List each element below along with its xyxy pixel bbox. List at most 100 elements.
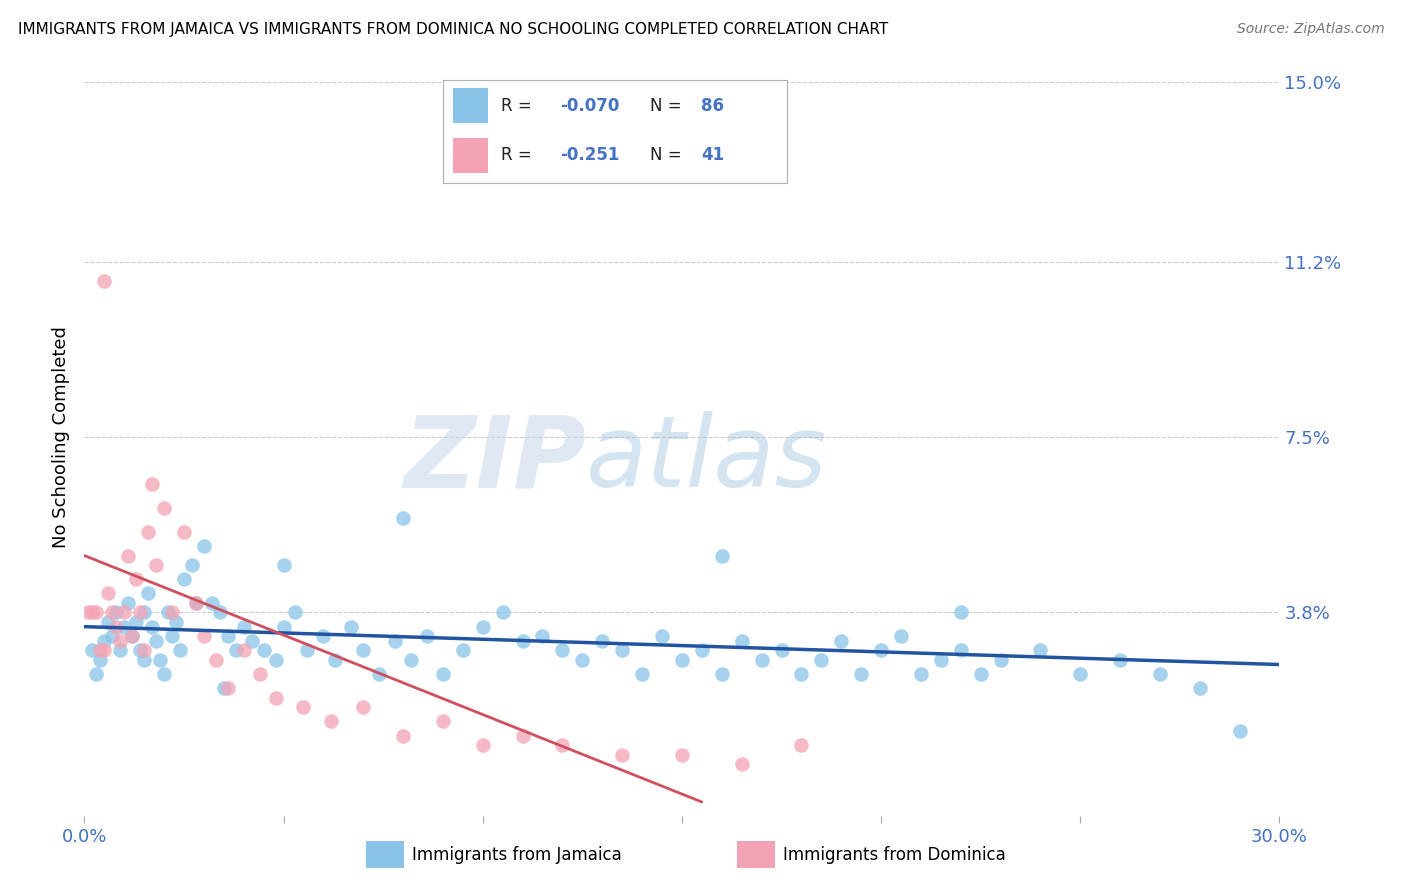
Point (264, 690, 287, 705)
Text: IMMIGRANTS FROM JAMAICA VS IMMIGRANTS FROM DOMINICA NO SCHOOLING COMPLETED CORRE: IMMIGRANTS FROM JAMAICA VS IMMIGRANTS FR… (18, 22, 889, 37)
Point (273, 619, 295, 633)
Text: R =: R = (502, 97, 537, 115)
Point (297, 643, 319, 657)
Point (451, 643, 474, 657)
Point (710, 549, 733, 563)
Point (89, 653, 111, 667)
Text: ZIP: ZIP (404, 411, 586, 508)
Point (112, 619, 135, 633)
Point (149, 653, 172, 667)
Point (93, 274, 115, 288)
Text: atlas: atlas (586, 411, 828, 508)
Point (217, 681, 239, 696)
Point (193, 539, 215, 553)
Point (77, 606, 100, 620)
Point (340, 619, 363, 633)
Point (101, 606, 124, 620)
Point (93, 633, 115, 648)
Point (89, 643, 111, 657)
Point (830, 633, 852, 648)
Point (201, 596, 224, 610)
Point (86, 606, 108, 620)
Text: 41: 41 (702, 146, 724, 164)
Point (284, 606, 307, 620)
Point (1149, 667, 1171, 681)
Point (153, 501, 176, 516)
Text: Immigrants from Jamaica: Immigrants from Jamaica (412, 846, 621, 863)
Point (949, 643, 972, 657)
Point (512, 633, 534, 648)
Point (1229, 723, 1251, 738)
Point (492, 606, 515, 620)
Point (145, 558, 167, 572)
Text: Source: ZipAtlas.com: Source: ZipAtlas.com (1237, 22, 1385, 37)
Point (770, 643, 793, 657)
Point (1069, 667, 1091, 681)
Point (105, 619, 128, 633)
Point (990, 653, 1012, 667)
Point (471, 619, 494, 633)
Point (184, 596, 207, 610)
Point (571, 653, 593, 667)
Point (169, 643, 191, 657)
Point (160, 629, 183, 643)
Point (82, 606, 104, 620)
Point (368, 667, 391, 681)
FancyBboxPatch shape (453, 88, 488, 123)
Point (671, 653, 693, 667)
Point (651, 629, 673, 643)
Point (97, 586, 120, 600)
Point (352, 700, 374, 714)
Point (710, 667, 733, 681)
Point (1188, 681, 1211, 696)
Point (392, 729, 415, 743)
Point (105, 606, 128, 620)
Point (929, 653, 952, 667)
Point (751, 653, 773, 667)
Point (690, 643, 713, 657)
Point (225, 643, 247, 657)
Point (157, 606, 180, 620)
Point (153, 667, 176, 681)
Y-axis label: No Schooling Completed: No Schooling Completed (52, 326, 70, 548)
Point (392, 510, 415, 524)
Point (160, 606, 183, 620)
Point (129, 643, 152, 657)
Point (173, 572, 195, 586)
Point (136, 524, 159, 539)
Point (551, 738, 574, 752)
Point (208, 606, 231, 620)
Point (890, 629, 912, 643)
Point (101, 629, 124, 643)
Point (432, 667, 454, 681)
Point (399, 653, 422, 667)
Point (910, 667, 932, 681)
Point (82, 643, 104, 657)
Point (110, 633, 132, 648)
Point (612, 643, 634, 657)
Point (121, 629, 143, 643)
Point (612, 747, 634, 762)
FancyBboxPatch shape (453, 137, 488, 173)
Point (416, 629, 439, 643)
Point (141, 619, 163, 633)
Point (551, 643, 574, 657)
Point (671, 747, 693, 762)
Text: R =: R = (502, 146, 543, 164)
Point (321, 714, 343, 729)
Point (232, 619, 254, 633)
Point (432, 714, 454, 729)
Text: -0.251: -0.251 (560, 146, 620, 164)
Point (240, 633, 263, 648)
Point (181, 558, 204, 572)
Point (205, 653, 228, 667)
Point (117, 596, 139, 610)
Point (731, 757, 754, 772)
Point (325, 653, 347, 667)
Point (1029, 643, 1052, 657)
Point (1109, 653, 1132, 667)
Point (184, 596, 207, 610)
Point (193, 629, 215, 643)
Point (217, 629, 239, 643)
Point (870, 643, 893, 657)
